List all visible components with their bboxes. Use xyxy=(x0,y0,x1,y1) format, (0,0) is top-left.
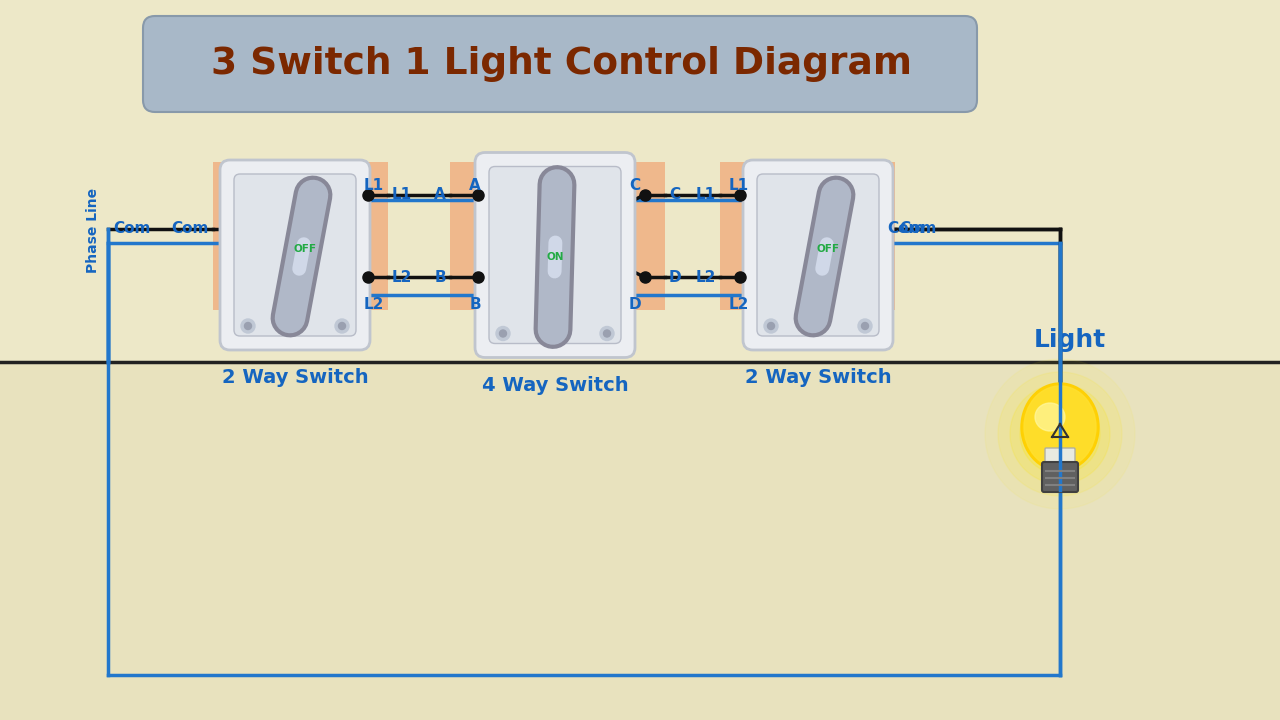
Circle shape xyxy=(764,319,778,333)
Text: A: A xyxy=(434,187,445,202)
Text: Light: Light xyxy=(1034,328,1106,352)
Text: L2: L2 xyxy=(728,297,749,312)
Circle shape xyxy=(497,326,509,341)
Text: L2: L2 xyxy=(364,297,384,312)
Text: L2: L2 xyxy=(695,270,716,285)
Text: Phase Line: Phase Line xyxy=(86,187,100,273)
FancyBboxPatch shape xyxy=(212,162,388,310)
Text: D: D xyxy=(628,297,641,312)
FancyBboxPatch shape xyxy=(143,16,977,112)
Ellipse shape xyxy=(1024,386,1096,468)
Circle shape xyxy=(244,323,251,330)
Circle shape xyxy=(768,323,774,330)
FancyBboxPatch shape xyxy=(1042,462,1078,492)
Circle shape xyxy=(338,323,346,330)
Text: L2: L2 xyxy=(392,270,412,285)
Text: 2 Way Switch: 2 Way Switch xyxy=(221,368,369,387)
Circle shape xyxy=(241,319,255,333)
Text: 4 Way Switch: 4 Way Switch xyxy=(481,376,628,395)
Circle shape xyxy=(600,326,614,341)
FancyBboxPatch shape xyxy=(1044,448,1075,468)
Ellipse shape xyxy=(1036,403,1065,431)
Text: A: A xyxy=(470,178,481,193)
Text: 3 Switch 1 Light Control Diagram: 3 Switch 1 Light Control Diagram xyxy=(211,46,913,82)
Bar xyxy=(0,0,1280,362)
Text: L1: L1 xyxy=(696,187,716,202)
Text: D: D xyxy=(669,270,682,285)
Circle shape xyxy=(998,372,1123,496)
Circle shape xyxy=(603,330,611,337)
Ellipse shape xyxy=(1021,383,1100,471)
Text: Com: Com xyxy=(899,221,937,236)
Text: L1: L1 xyxy=(364,178,384,193)
Text: L1: L1 xyxy=(728,178,749,193)
Circle shape xyxy=(1010,384,1110,484)
Circle shape xyxy=(861,323,869,330)
Text: OFF: OFF xyxy=(817,243,840,253)
Text: Com: Com xyxy=(113,221,150,236)
FancyBboxPatch shape xyxy=(742,160,893,350)
Circle shape xyxy=(499,330,507,337)
Text: L1: L1 xyxy=(392,187,412,202)
Text: C: C xyxy=(628,178,640,193)
FancyBboxPatch shape xyxy=(756,174,879,336)
Text: B: B xyxy=(470,297,481,312)
Text: C: C xyxy=(669,187,680,202)
Circle shape xyxy=(1020,394,1100,474)
FancyBboxPatch shape xyxy=(475,153,635,358)
Text: Com: Com xyxy=(172,221,209,236)
Text: OFF: OFF xyxy=(294,243,317,253)
FancyBboxPatch shape xyxy=(234,174,356,336)
Text: B: B xyxy=(434,270,445,285)
FancyBboxPatch shape xyxy=(489,166,621,343)
Text: ON: ON xyxy=(547,252,563,262)
FancyBboxPatch shape xyxy=(719,162,895,310)
Text: 2 Way Switch: 2 Way Switch xyxy=(745,368,891,387)
Bar xyxy=(0,362,1280,720)
Circle shape xyxy=(858,319,872,333)
Circle shape xyxy=(335,319,349,333)
Circle shape xyxy=(986,359,1135,509)
FancyBboxPatch shape xyxy=(220,160,370,350)
FancyBboxPatch shape xyxy=(451,162,666,310)
Text: Com: Com xyxy=(887,221,924,236)
